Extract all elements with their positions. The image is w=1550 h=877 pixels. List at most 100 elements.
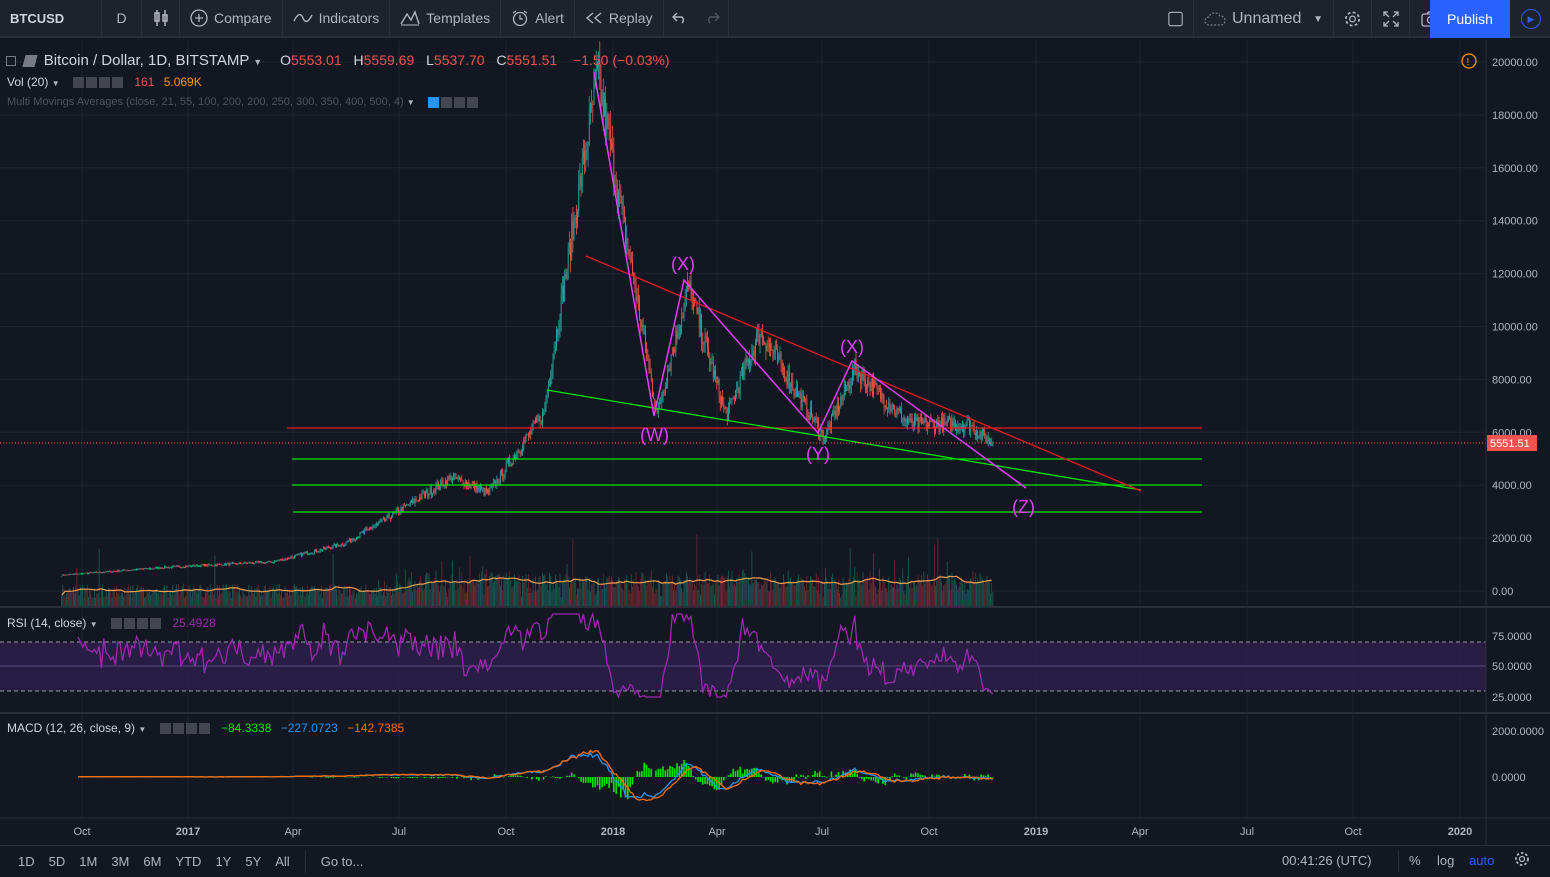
candle-body — [156, 567, 157, 569]
layout-name-button[interactable]: Unnamed ▼ — [1194, 0, 1334, 38]
time-axis[interactable]: Oct 2017 Apr Jul Oct 2018 Apr Jul Oct 2019 Apr Jul O… — [73, 826, 1472, 838]
candle-body — [489, 488, 491, 494]
log-toggle[interactable]: log — [1437, 853, 1455, 868]
play-button[interactable]: ▶ — [1512, 0, 1550, 38]
chart-settings-button[interactable] — [1514, 851, 1530, 870]
close-icon[interactable] — [111, 77, 123, 89]
candle-body — [419, 497, 421, 502]
compare-button[interactable]: Compare — [180, 0, 283, 37]
plus-icon[interactable] — [453, 96, 465, 108]
eye-icon[interactable] — [159, 723, 171, 735]
clock-display[interactable]: 00:41:26 (UTC) — [1282, 853, 1372, 868]
undo-button[interactable] — [664, 0, 696, 37]
gear-icon[interactable] — [172, 723, 184, 735]
auto-toggle[interactable]: auto — [1469, 853, 1495, 868]
close-icon[interactable] — [466, 96, 478, 108]
gear-icon[interactable] — [440, 96, 452, 108]
warning-icon[interactable] — [1461, 53, 1477, 69]
eye-icon[interactable] — [427, 96, 439, 108]
candle-body — [842, 395, 844, 400]
gear-icon[interactable] — [85, 77, 97, 89]
rsi-axis[interactable]: 75.0000 50.0000 25.0000 — [1492, 631, 1532, 704]
candle-body — [549, 384, 550, 386]
close-icon[interactable] — [198, 723, 210, 735]
support-trendline[interactable] — [546, 389, 1142, 491]
volume-label[interactable]: Vol (20) — [7, 75, 49, 89]
range-button-all[interactable]: All — [275, 854, 290, 869]
range-button-3m[interactable]: 3M — [111, 854, 130, 869]
range-button-5y[interactable]: 5Y — [245, 854, 262, 869]
series-menu-icon[interactable]: ▼ — [253, 57, 263, 67]
eye-icon[interactable] — [110, 618, 122, 630]
maximize-button[interactable] — [1372, 0, 1410, 38]
close-icon[interactable] — [149, 618, 161, 630]
range-button-ytd[interactable]: YTD — [175, 854, 202, 869]
ma-menu-icon[interactable]: ▼ — [406, 98, 415, 107]
candle-body — [856, 369, 858, 379]
resistance-trendline[interactable] — [585, 255, 1142, 492]
candle-body — [902, 420, 904, 422]
macd-label[interactable]: MACD (12, 26, close, 9) — [7, 721, 136, 735]
interval-button[interactable]: D — [102, 0, 142, 37]
candle-body — [540, 423, 542, 425]
candle-body — [270, 562, 272, 563]
plus-icon[interactable] — [136, 618, 148, 630]
percent-toggle[interactable]: % — [1409, 853, 1421, 868]
candle-body — [455, 473, 457, 479]
rsi-menu-icon[interactable]: ▼ — [89, 620, 98, 629]
candle-body — [186, 566, 188, 567]
range-button-1m[interactable]: 1M — [79, 854, 98, 869]
volume-menu-icon[interactable]: ▼ — [51, 79, 60, 88]
macd-axis[interactable]: 2000.0000 0.0000 — [1492, 726, 1544, 784]
time-tick-label: 2019 — [1024, 826, 1048, 838]
candle-body — [229, 563, 231, 566]
candle-body — [178, 565, 180, 567]
candle-body — [168, 567, 170, 569]
candle-body — [509, 459, 511, 466]
gear-icon[interactable] — [123, 618, 135, 630]
range-button-5d[interactable]: 5D — [48, 854, 66, 869]
candle-body — [867, 379, 869, 389]
candle-body — [964, 425, 966, 432]
candle-body — [335, 544, 336, 548]
candle-body — [83, 573, 85, 575]
candle-body — [777, 349, 779, 362]
candle-body — [437, 483, 439, 490]
candle-body — [587, 144, 589, 150]
candle-body — [389, 518, 391, 520]
range-button-1y[interactable]: 1Y — [215, 854, 232, 869]
range-button-1d[interactable]: 1D — [18, 854, 35, 869]
indicators-button[interactable]: Indicators — [283, 0, 391, 37]
price-axis[interactable]: 20000.00 18000.00 16000.00 14000.00 12000.00… — [1492, 57, 1538, 598]
settings-button[interactable] — [1334, 0, 1372, 38]
eye-icon[interactable] — [72, 77, 84, 89]
fullscreen-toggle[interactable] — [1158, 0, 1194, 38]
plus-icon[interactable] — [98, 77, 110, 89]
range-button-6m[interactable]: 6M — [143, 854, 162, 869]
candle-body — [790, 386, 791, 388]
alert-button[interactable]: Alert — [501, 0, 575, 37]
goto-button[interactable]: Go to... — [320, 854, 364, 869]
elliott-wave-path[interactable] — [593, 71, 1027, 489]
chart-type-button[interactable] — [142, 0, 180, 37]
candle-body — [874, 380, 876, 385]
publish-button[interactable]: Publish — [1430, 0, 1510, 38]
chart-area[interactable]: (W) (X) (Y) (X) (Z) 20000.00 18000.00 1600… — [0, 40, 1550, 845]
time-tick-label: Oct — [1344, 826, 1361, 838]
candle-body — [985, 436, 987, 443]
candle-body — [288, 557, 290, 559]
candle-body — [337, 543, 339, 546]
redo-button[interactable] — [696, 0, 729, 37]
symbol-search[interactable]: BTCUSD — [0, 0, 102, 37]
macd-menu-icon[interactable]: ▼ — [138, 725, 147, 734]
ma-label[interactable]: Multi Movings Averages (close, 21, 55, 1… — [7, 96, 404, 108]
rsi-label[interactable]: RSI (14, close) — [7, 616, 87, 630]
chart-canvas[interactable]: (W) (X) (Y) (X) (Z) 20000.00 18000.00 1600… — [0, 40, 1550, 845]
candle-body — [199, 565, 201, 567]
series-title[interactable]: Bitcoin / Dollar, 1D, BITSTAMP — [43, 52, 250, 69]
collapse-icon[interactable] — [6, 56, 16, 67]
replay-button[interactable]: Replay — [575, 0, 664, 37]
plus-icon[interactable] — [185, 723, 197, 735]
templates-button[interactable]: Templates — [390, 0, 502, 37]
candle-body — [515, 455, 516, 459]
